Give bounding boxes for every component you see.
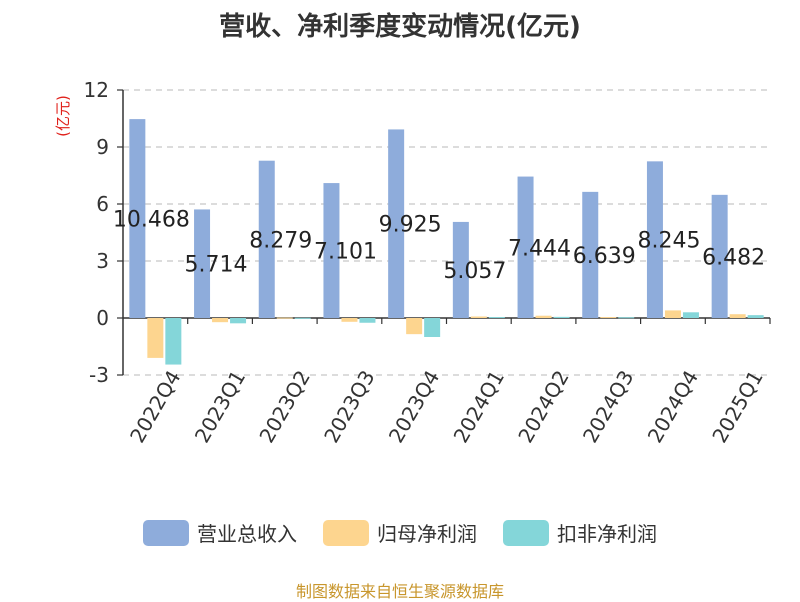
bar-net-profit[interactable] <box>212 318 229 323</box>
bar-deducted-profit[interactable] <box>424 318 441 337</box>
legend-label-deducted-profit: 扣非净利润 <box>557 522 657 546</box>
data-label: 7.444 <box>508 236 571 261</box>
y-tick-label: -3 <box>89 363 109 387</box>
data-label: 5.714 <box>185 253 248 278</box>
x-tick-label: 2025Q1 <box>707 366 767 447</box>
data-label: 8.279 <box>249 228 312 253</box>
data-label: 8.245 <box>637 229 700 254</box>
x-tick-label: 2023Q3 <box>319 366 379 447</box>
bar-revenue[interactable] <box>452 221 469 318</box>
x-tick-label: 2024Q3 <box>578 366 638 447</box>
legend-swatch-deducted-profit <box>503 519 549 546</box>
x-tick-label: 2024Q2 <box>513 366 573 447</box>
bar-net-profit[interactable] <box>729 314 746 318</box>
y-tick-label: 6 <box>96 192 109 216</box>
x-tick-label: 2024Q4 <box>643 366 703 447</box>
bar-revenue[interactable] <box>258 160 275 318</box>
bar-revenue[interactable] <box>129 119 146 318</box>
y-tick-label: 0 <box>96 306 109 330</box>
y-tick-label: 3 <box>96 249 109 273</box>
data-label: 6.482 <box>702 245 765 270</box>
bar-net-profit[interactable] <box>600 317 617 319</box>
legend-swatch-net-profit <box>323 519 369 546</box>
legend-item-deducted-profit[interactable]: 扣非净利润 <box>503 518 657 547</box>
bar-deducted-profit[interactable] <box>165 318 182 365</box>
legend-item-net-profit[interactable]: 归母净利润 <box>323 518 477 547</box>
legend: 营业总收入 归母净利润 扣非净利润 <box>0 518 800 547</box>
bar-deducted-profit[interactable] <box>553 316 570 318</box>
data-label: 6.639 <box>573 244 636 269</box>
bar-deducted-profit[interactable] <box>618 317 635 319</box>
bar-deducted-profit[interactable] <box>230 318 247 324</box>
bar-revenue[interactable] <box>194 209 211 318</box>
legend-item-revenue[interactable]: 营业总收入 <box>143 518 297 547</box>
bar-deducted-profit[interactable] <box>294 317 311 319</box>
x-tick-label: 2023Q4 <box>384 366 444 447</box>
x-tick-label: 2023Q1 <box>190 366 250 447</box>
bar-net-profit[interactable] <box>276 317 293 319</box>
bar-revenue[interactable] <box>582 191 599 318</box>
y-axis-label: (亿元) <box>54 95 72 137</box>
x-tick-label: 2023Q2 <box>254 366 314 447</box>
bar-revenue[interactable] <box>711 194 728 318</box>
legend-swatch-revenue <box>143 519 189 546</box>
bar-deducted-profit[interactable] <box>488 317 505 319</box>
x-tick-label: 2022Q4 <box>125 366 185 447</box>
x-tick-label: 2024Q1 <box>449 366 509 447</box>
bar-revenue[interactable] <box>388 129 405 318</box>
data-label: 9.925 <box>379 213 442 238</box>
bar-deducted-profit[interactable] <box>682 312 699 318</box>
source-note: 制图数据来自恒生聚源数据库 <box>295 582 504 601</box>
y-tick-label: 9 <box>96 135 109 159</box>
bar-net-profit[interactable] <box>341 318 358 322</box>
chart-title: 营收、净利季度变动情况(亿元) <box>219 12 581 42</box>
bar-deducted-profit[interactable] <box>359 318 376 323</box>
bar-deducted-profit[interactable] <box>747 315 764 318</box>
bars <box>129 119 764 365</box>
bar-revenue[interactable] <box>646 161 663 318</box>
bar-revenue[interactable] <box>323 183 340 318</box>
bar-net-profit[interactable] <box>470 316 487 318</box>
bar-net-profit[interactable] <box>147 318 164 358</box>
data-label: 5.057 <box>443 259 506 284</box>
bar-net-profit[interactable] <box>535 315 552 318</box>
legend-label-net-profit: 归母净利润 <box>377 522 477 546</box>
legend-label-revenue: 营业总收入 <box>197 522 297 546</box>
bar-net-profit[interactable] <box>664 310 681 318</box>
bar-revenue[interactable] <box>517 176 534 318</box>
bar-net-profit[interactable] <box>406 318 423 335</box>
y-tick-label: 12 <box>84 78 109 102</box>
data-label: 10.468 <box>113 208 190 233</box>
data-label: 7.101 <box>314 240 377 265</box>
